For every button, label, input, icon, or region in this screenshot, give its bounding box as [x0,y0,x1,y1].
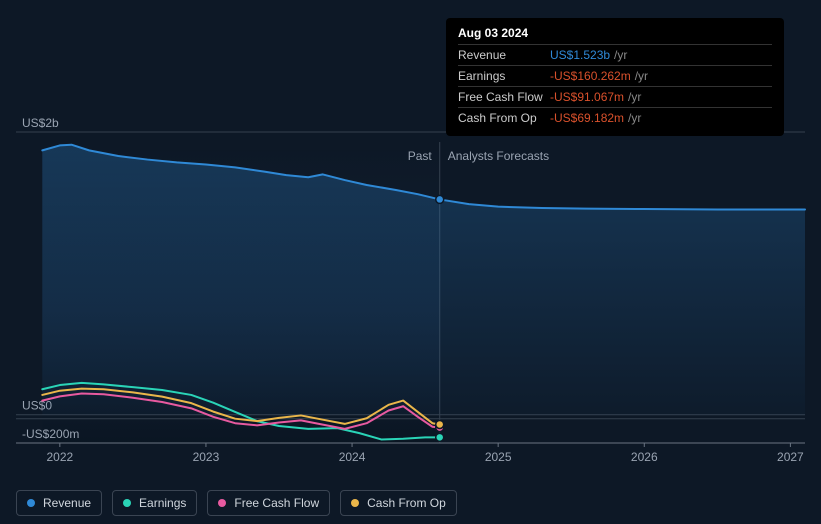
legend-item-earnings[interactable]: Earnings [112,490,197,516]
tooltip-row-suffix: /yr [628,111,641,125]
svg-text:2022: 2022 [46,450,73,464]
legend-swatch [351,499,359,507]
legend-swatch [27,499,35,507]
tooltip-row-label: Free Cash Flow [458,90,550,104]
legend-swatch [218,499,226,507]
tooltip-row-suffix: /yr [614,48,627,62]
tooltip-date: Aug 03 2024 [458,26,772,40]
legend-item-free-cash-flow[interactable]: Free Cash Flow [207,490,330,516]
tooltip-row-suffix: /yr [635,69,648,83]
svg-text:2026: 2026 [631,450,658,464]
chart-legend: Revenue Earnings Free Cash Flow Cash From O… [16,490,457,516]
tooltip-row-suffix: /yr [628,90,641,104]
svg-text:2023: 2023 [193,450,220,464]
svg-text:2027: 2027 [777,450,804,464]
legend-item-cash-from-op[interactable]: Cash From Op [340,490,457,516]
legend-label: Cash From Op [367,496,446,510]
tooltip-row: RevenueUS$1.523b/yr [458,44,772,65]
svg-text:2025: 2025 [485,450,512,464]
legend-label: Earnings [139,496,186,510]
tooltip-row: Earnings-US$160.262m/yr [458,65,772,86]
svg-text:-US$200m: -US$200m [22,427,79,441]
tooltip-row-value: -US$160.262m [550,69,631,83]
svg-text:Past: Past [408,149,433,163]
tooltip-row-value: -US$91.067m [550,90,624,104]
tooltip-row-value: US$1.523b [550,48,610,62]
svg-text:US$2b: US$2b [22,116,59,130]
tooltip-row-label: Revenue [458,48,550,62]
svg-text:2024: 2024 [339,450,366,464]
chart-tooltip: Aug 03 2024 RevenueUS$1.523b/yrEarnings-… [446,18,784,136]
tooltip-row: Free Cash Flow-US$91.067m/yr [458,86,772,107]
svg-text:Analysts Forecasts: Analysts Forecasts [448,149,549,163]
financial-forecast-chart: US$2bUS$0-US$200mPastAnalysts Forecasts2… [0,0,821,524]
tooltip-row-label: Earnings [458,69,550,83]
tooltip-row-label: Cash From Op [458,111,550,125]
tooltip-row: Cash From Op-US$69.182m/yr [458,107,772,128]
tooltip-row-value: -US$69.182m [550,111,624,125]
legend-item-revenue[interactable]: Revenue [16,490,102,516]
legend-label: Free Cash Flow [234,496,319,510]
legend-label: Revenue [43,496,91,510]
legend-swatch [123,499,131,507]
